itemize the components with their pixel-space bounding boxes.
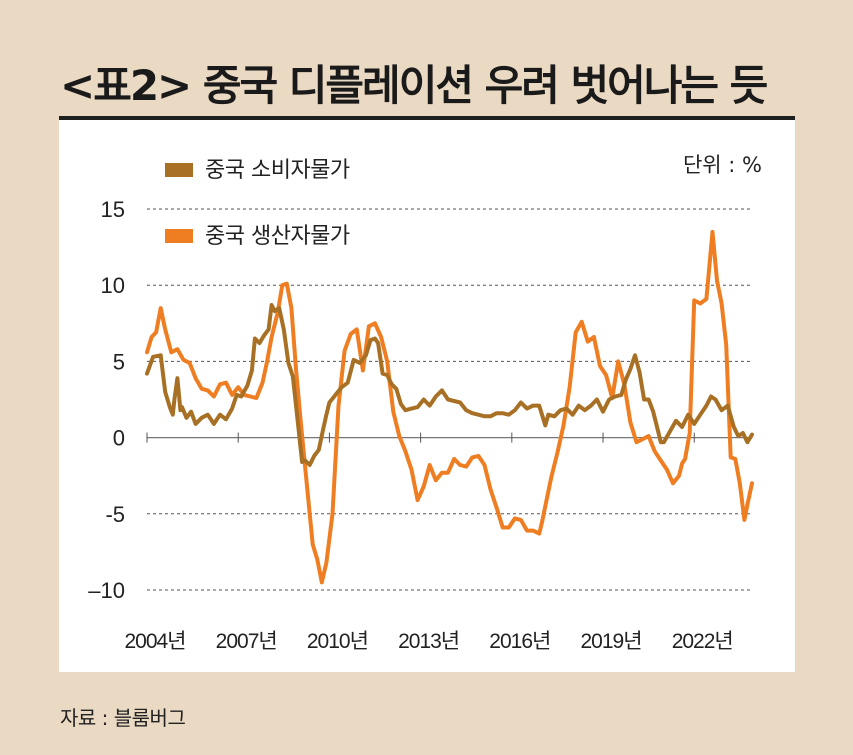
x-tick-label: 2004년 xyxy=(124,630,185,653)
y-tick-label: 10 xyxy=(101,273,125,298)
y-tick-labels: 15 10 5 0 -5 –10 xyxy=(88,197,125,603)
legend: 중국 소비자물가 중국 생산자물가 xyxy=(165,158,350,249)
x-tick-label: 2019년 xyxy=(581,630,642,653)
legend-swatch-cpi xyxy=(165,163,193,177)
x-tick-label: 2010년 xyxy=(307,630,368,653)
y-tick-label: –10 xyxy=(88,578,125,603)
chart-title: <표2> 중국 디플레이션 우려 벗어나는 듯 xyxy=(60,61,768,110)
x-tick-label: 2007년 xyxy=(216,630,277,653)
source-note: 자료 : 블룸버그 xyxy=(60,706,186,730)
legend-label-cpi: 중국 소비자물가 xyxy=(205,158,350,183)
chart-panel: 15 10 5 0 -5 –10 2004년 2007년 2010년 2013년 2016년 201… xyxy=(59,120,795,672)
y-tick-label: 15 xyxy=(101,197,125,222)
unit-label: 단위 : % xyxy=(683,153,762,177)
title-rule xyxy=(59,116,795,120)
y-tick-label: -5 xyxy=(105,502,125,527)
x-tick-label: 2013년 xyxy=(398,630,459,653)
legend-swatch-ppi xyxy=(165,229,193,243)
line-chart: 15 10 5 0 -5 –10 2004년 2007년 2010년 2013년 2016년 201… xyxy=(88,153,762,653)
x-tick-label: 2022년 xyxy=(672,630,733,653)
x-tick-label: 2016년 xyxy=(489,630,550,653)
y-tick-label: 0 xyxy=(113,426,125,451)
series-lines xyxy=(145,229,754,585)
series-line-ppi xyxy=(145,229,754,585)
y-tick-label: 5 xyxy=(113,349,125,374)
legend-label-ppi: 중국 생산자물가 xyxy=(205,224,350,249)
series-line-cpi xyxy=(145,303,754,467)
x-tick-labels: 2004년 2007년 2010년 2013년 2016년 2019년 2022년 xyxy=(124,432,734,653)
